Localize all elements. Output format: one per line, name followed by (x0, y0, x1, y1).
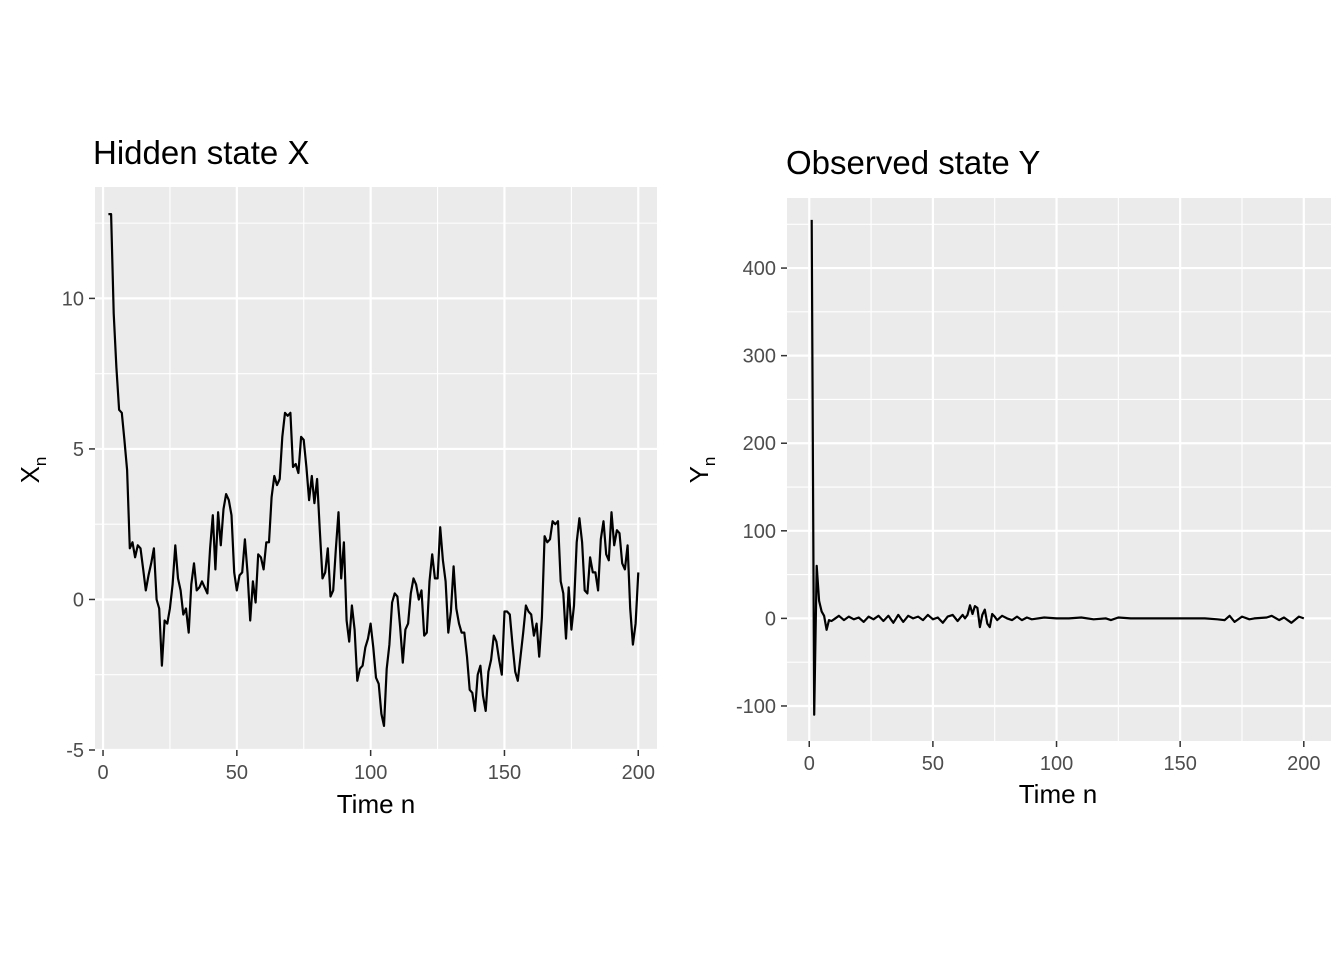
y-tick-label: 200 (743, 433, 776, 455)
series-line (108, 213, 640, 728)
x-tick-label: 150 (488, 762, 521, 784)
x-tick-label: 150 (1163, 753, 1196, 775)
axes: 0 50 100 150 200 -5 0 5 10 (62, 288, 655, 784)
y-tick-label: 10 (62, 288, 84, 310)
plot-panel (787, 198, 1331, 741)
y-tick-label: 400 (743, 258, 776, 280)
x-tick-label: 100 (354, 762, 387, 784)
x-tick-label: 200 (622, 762, 655, 784)
series-layer (108, 213, 640, 728)
grid (95, 187, 657, 752)
axes: 0 50 100 150 200 -100 0 100 200 300 400 (736, 258, 1321, 775)
x-tick-label: 100 (1040, 753, 1073, 775)
y-axis-title: Yn (684, 457, 719, 484)
x-tick-label: 200 (1287, 753, 1320, 775)
x-tick-label: 50 (226, 762, 248, 784)
y-axis-title-subscript: n (700, 457, 719, 466)
chart-hidden-state: Hidden state X 0 50 100 150 200 -5 0 5 10 Time n… (15, 134, 657, 819)
y-tick-label: 5 (73, 439, 84, 461)
y-tick-label: 100 (743, 521, 776, 543)
grid (787, 198, 1331, 741)
plot-panel (95, 187, 657, 750)
y-axis-title-subscript: n (31, 457, 50, 466)
y-axis-title-main: X (15, 466, 45, 483)
y-axis-title: Xn (15, 457, 50, 484)
y-tick-label: 300 (743, 346, 776, 368)
chart-title: Observed state Y (786, 144, 1040, 181)
series-line (810, 219, 1305, 716)
x-axis-title: Time n (337, 789, 416, 819)
y-axis-title-main: Y (684, 466, 714, 483)
series-layer (810, 219, 1305, 716)
chart-title: Hidden state X (93, 134, 309, 171)
y-tick-label: 0 (73, 589, 84, 611)
x-tick-label: 0 (804, 753, 815, 775)
x-axis-title: Time n (1019, 779, 1098, 809)
x-tick-label: 50 (922, 753, 944, 775)
chart-observed-state: Observed state Y 0 50 100 150 200 -100 0 100 200… (684, 144, 1331, 809)
y-tick-label: 0 (765, 608, 776, 630)
x-tick-label: 0 (97, 762, 108, 784)
y-tick-label: -5 (66, 740, 84, 762)
y-tick-label: -100 (736, 696, 776, 718)
